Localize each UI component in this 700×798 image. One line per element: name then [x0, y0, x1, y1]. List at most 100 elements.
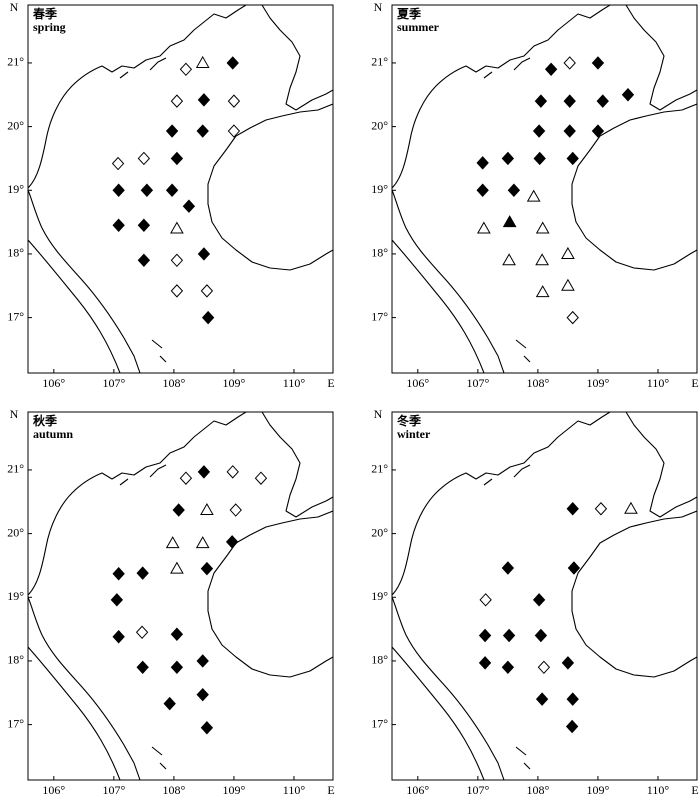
y-tick-label: 20°	[7, 525, 24, 539]
panel-subtitle: summer	[397, 20, 440, 34]
station	[502, 253, 516, 266]
station	[479, 593, 492, 607]
station	[170, 253, 184, 268]
x-tick-label: 107°	[102, 376, 125, 390]
x-tick-label: 109°	[587, 783, 610, 797]
station	[535, 253, 549, 266]
station	[227, 124, 241, 138]
station	[596, 94, 609, 108]
station	[561, 278, 575, 291]
x-tick-label: 107°	[102, 783, 125, 797]
station	[501, 151, 515, 166]
station	[229, 503, 242, 517]
station	[226, 56, 239, 70]
station	[170, 660, 184, 675]
station	[478, 628, 492, 643]
station	[195, 536, 210, 549]
x-axis-label: E	[691, 376, 698, 390]
y-tick-label: 18°	[371, 246, 388, 260]
y-axis-label: N	[374, 407, 383, 421]
station	[112, 183, 125, 198]
y-tick-label: 21°	[7, 462, 24, 476]
x-tick-label: 110°	[283, 376, 306, 390]
y-tick-label: 17°	[371, 309, 388, 323]
station	[476, 221, 491, 234]
station	[196, 124, 209, 138]
station	[535, 285, 550, 298]
station	[163, 696, 176, 711]
map-panel: 106° 107° 108° 109° 110° 17° 18° 19° 20° 21° E N 秋季a…	[7, 407, 334, 797]
station	[566, 310, 579, 325]
station	[137, 218, 151, 233]
x-tick-label: 106°	[406, 376, 429, 390]
panel-title: 春季	[32, 6, 58, 21]
station	[526, 189, 541, 202]
plot-frame	[27, 4, 334, 374]
station	[170, 151, 184, 166]
station	[170, 221, 184, 234]
x-axis-label: E	[327, 376, 334, 390]
plot-frame	[391, 411, 698, 781]
station	[200, 284, 214, 298]
station	[594, 502, 608, 516]
station	[563, 56, 576, 70]
y-tick-label: 20°	[371, 525, 388, 539]
y-tick-label: 17°	[371, 716, 388, 730]
station	[476, 183, 489, 198]
x-tick-label: 108°	[526, 783, 549, 797]
y-axis-label: N	[10, 0, 19, 14]
x-tick-label: 110°	[647, 376, 670, 390]
coastline	[392, 412, 697, 780]
station	[179, 62, 193, 77]
x-axis-label: E	[327, 783, 334, 797]
x-tick-label: 108°	[162, 376, 185, 390]
station	[196, 654, 209, 668]
station	[544, 62, 558, 77]
station	[533, 151, 546, 166]
station	[225, 535, 239, 549]
station	[535, 692, 549, 706]
station	[136, 660, 149, 675]
station	[165, 536, 180, 549]
x-tick-label: 107°	[466, 376, 489, 390]
station	[165, 124, 179, 138]
panel-frames	[28, 5, 697, 780]
station	[561, 246, 575, 259]
station	[624, 501, 638, 514]
station	[535, 221, 550, 234]
x-axis-label: E	[691, 783, 698, 797]
plot-frame	[27, 411, 334, 781]
y-tick-label: 21°	[371, 55, 388, 69]
station	[195, 55, 210, 68]
station	[200, 561, 214, 576]
y-tick-label: 20°	[7, 118, 24, 132]
station	[502, 215, 517, 228]
station	[563, 94, 576, 108]
x-tick-label: 110°	[283, 783, 306, 797]
station	[200, 721, 214, 735]
station	[254, 471, 268, 485]
y-tick-label: 17°	[7, 309, 24, 323]
x-tick-label: 110°	[647, 783, 670, 797]
station	[502, 628, 516, 643]
station	[532, 593, 546, 607]
station	[137, 253, 151, 268]
coastline	[392, 5, 697, 373]
station	[196, 687, 209, 702]
x-tick-label: 107°	[466, 783, 489, 797]
station	[112, 218, 125, 233]
station	[478, 656, 492, 670]
y-tick-label: 19°	[7, 589, 24, 603]
station	[200, 503, 214, 516]
station	[566, 151, 579, 166]
station	[135, 625, 149, 640]
station	[140, 183, 154, 198]
station	[567, 561, 581, 575]
y-tick-label: 18°	[7, 246, 24, 260]
station	[534, 628, 548, 643]
station	[112, 630, 125, 644]
x-tick-label: 109°	[223, 376, 246, 390]
station	[179, 471, 193, 485]
station	[226, 465, 239, 479]
